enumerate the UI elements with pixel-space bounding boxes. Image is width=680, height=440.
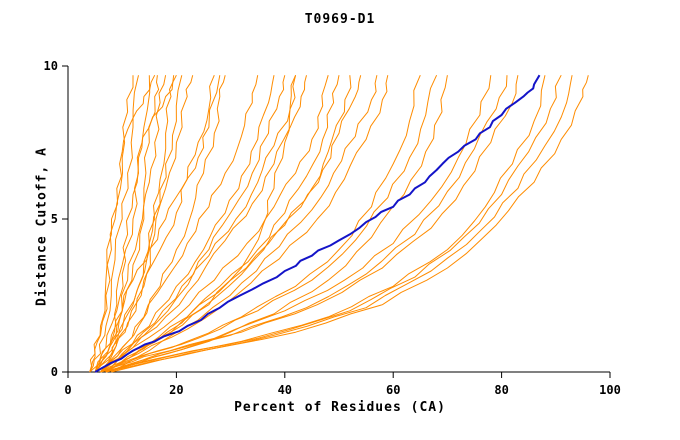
model-curve	[94, 74, 297, 373]
y-axis-label: Distance Cutoff, A	[34, 147, 50, 306]
y-tick-label: 10	[44, 59, 58, 73]
model-curve	[100, 75, 329, 373]
model-curve	[94, 75, 215, 373]
x-tick-label: 40	[278, 383, 292, 397]
model-curve	[100, 75, 194, 373]
highlighted-model-curve	[94, 74, 541, 373]
model-curve	[89, 75, 139, 373]
model-curve	[111, 75, 378, 373]
model-curve	[100, 74, 438, 373]
model-curve	[105, 75, 362, 373]
x-tick-label: 20	[169, 383, 183, 397]
model-curve	[89, 75, 167, 373]
x-tick-label: 0	[64, 383, 71, 397]
model-curve	[105, 75, 508, 373]
model-curve	[100, 75, 259, 373]
x-axis-label: Percent of Residues (CA)	[234, 400, 446, 415]
model-curve	[105, 75, 307, 373]
model-curve	[105, 74, 562, 373]
model-curve	[100, 75, 297, 373]
model-curve	[105, 75, 286, 373]
model-curve	[111, 75, 589, 373]
x-tick-label: 60	[386, 383, 400, 397]
x-tick-label: 80	[494, 383, 508, 397]
y-tick-label: 5	[51, 212, 58, 226]
model-curve	[94, 74, 177, 373]
x-tick-label: 100	[599, 383, 621, 397]
model-curve	[94, 75, 175, 373]
model-curve	[100, 75, 492, 373]
model-curve	[105, 75, 519, 373]
model-curve	[100, 75, 275, 373]
model-curve	[89, 74, 156, 373]
model-curve	[100, 75, 352, 373]
model-curve	[94, 75, 221, 373]
model-curve	[105, 75, 389, 373]
chart-title: T0969-D1	[304, 12, 376, 27]
y-tick-label: 0	[51, 365, 58, 379]
